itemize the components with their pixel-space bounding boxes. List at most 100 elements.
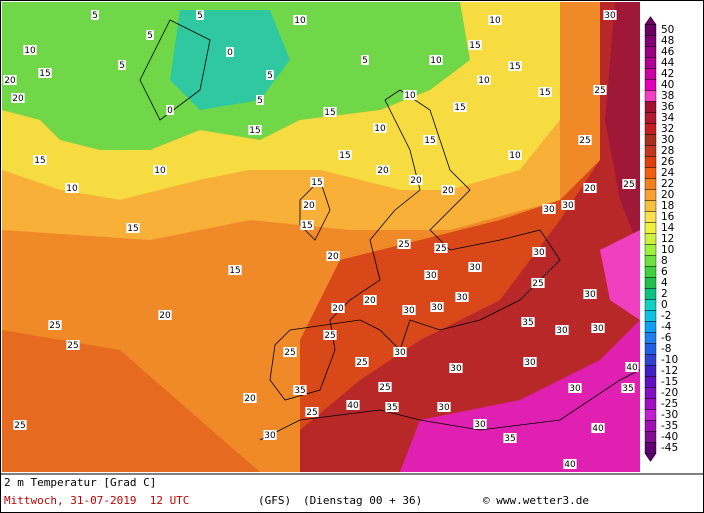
legend-label: 50: [661, 24, 674, 36]
legend-label: 12: [661, 233, 674, 245]
label-box: [453, 102, 467, 112]
label-box: [477, 75, 491, 85]
legend-label: -4: [661, 321, 672, 333]
isotherm-label: 15: [539, 88, 550, 98]
legend-label: 8: [661, 255, 668, 267]
label-box: [228, 265, 242, 275]
legend-label: -25: [661, 398, 678, 410]
isotherm-label: 10: [154, 166, 166, 176]
isotherm-label: 20: [584, 184, 596, 194]
legend-label: 36: [661, 101, 675, 113]
isotherm-label: 30: [264, 431, 276, 441]
isotherm-label: 15: [339, 151, 350, 161]
isotherm-label: 30: [533, 248, 545, 258]
label-box: [441, 185, 455, 195]
isotherm-label: 25: [306, 408, 317, 418]
isotherm-label: 30: [425, 271, 437, 281]
legend-label: 26: [661, 156, 675, 168]
legend-label: -6: [661, 332, 672, 344]
label-box: [373, 123, 387, 133]
isotherm-label: 10: [404, 91, 416, 101]
region-red: [300, 2, 640, 472]
isotherm-label: 5: [119, 61, 125, 71]
isotherm-label: 20: [12, 94, 24, 104]
isotherm-label: 20: [244, 394, 256, 404]
legend-label: 44: [661, 57, 675, 69]
label-box: [583, 289, 597, 299]
coast-greenland: [139, 19, 211, 121]
label-box: [542, 204, 556, 214]
legend-label: 24: [661, 167, 675, 179]
isotherm-label: 20: [159, 311, 171, 321]
isotherm-label: 15: [39, 69, 50, 79]
legend-swatch: [644, 112, 657, 124]
legend-swatch: [644, 145, 657, 157]
label-box: [403, 90, 417, 100]
isotherm-label: 10: [509, 151, 521, 161]
label-box: [429, 55, 443, 65]
isotherm-label: 35: [522, 318, 533, 328]
isotherm-label: 25: [379, 383, 390, 393]
isotherm-label: 35: [294, 386, 305, 396]
isotherm-label: 20: [442, 186, 454, 196]
isotherm-label: 25: [356, 358, 367, 368]
isotherm-label: 15: [301, 221, 312, 231]
legend-label: 28: [661, 145, 674, 157]
legend-swatch: [644, 299, 657, 311]
legend-label: 34: [661, 112, 675, 124]
parameter: 2 m Temperatur [Grad C]: [4, 476, 156, 489]
legend-swatch: [644, 398, 657, 410]
legend-label: 38: [661, 90, 674, 102]
coastlines: [139, 19, 641, 441]
isotherm-label: 30: [562, 201, 574, 211]
label-box: [568, 383, 582, 393]
legend-swatch: [644, 233, 657, 245]
legend-swatch: [644, 178, 657, 190]
isotherm-label: 30: [543, 205, 555, 215]
isotherm-label: 5: [267, 71, 273, 81]
isotherm-label: 30: [394, 348, 406, 358]
legend-label: 14: [661, 222, 675, 234]
label-box: [346, 400, 360, 410]
label-box: [393, 347, 407, 357]
label-box: [503, 433, 517, 443]
label-box: [449, 363, 463, 373]
label-box: [146, 30, 154, 40]
isotherm-label: 20: [410, 176, 422, 186]
isotherm-label: 25: [49, 321, 60, 331]
region-red-orange: [300, 160, 600, 430]
isotherm-label: 5: [147, 31, 153, 41]
isotherm-label: 25: [324, 331, 335, 341]
label-box: [434, 243, 448, 253]
isotherm-label: 5: [362, 56, 368, 66]
isotherm-label: 25: [594, 86, 605, 96]
label-box: [196, 10, 204, 20]
region-magenta: [400, 320, 640, 472]
label-box: [625, 362, 639, 372]
label-box: [66, 340, 80, 350]
label-box: [326, 251, 340, 261]
label-box: [532, 247, 546, 257]
legend-swatch: [644, 46, 657, 58]
legend-swatch: [644, 200, 657, 212]
legend-swatch: [644, 431, 657, 443]
label-box: [65, 183, 79, 193]
region-warm: [2, 330, 260, 472]
label-box: [323, 330, 337, 340]
legend-label: -40: [661, 431, 678, 443]
label-box: [293, 385, 307, 395]
legend-label: 4: [661, 277, 668, 289]
legend-label: 16: [661, 211, 675, 223]
legend-label: -35: [661, 420, 678, 432]
label-box: [583, 183, 597, 193]
label-box: [256, 95, 264, 105]
isotherm-label: 30: [474, 420, 486, 430]
valid-time: Mittwoch, 31-07-2019 12 UTC: [4, 494, 189, 507]
isotherm-label: 10: [66, 184, 78, 194]
legend-label: 30: [661, 134, 674, 146]
label-box: [33, 155, 47, 165]
isotherm-label: 15: [469, 41, 480, 51]
isotherm-label: 30: [584, 290, 596, 300]
label-box: [591, 423, 605, 433]
